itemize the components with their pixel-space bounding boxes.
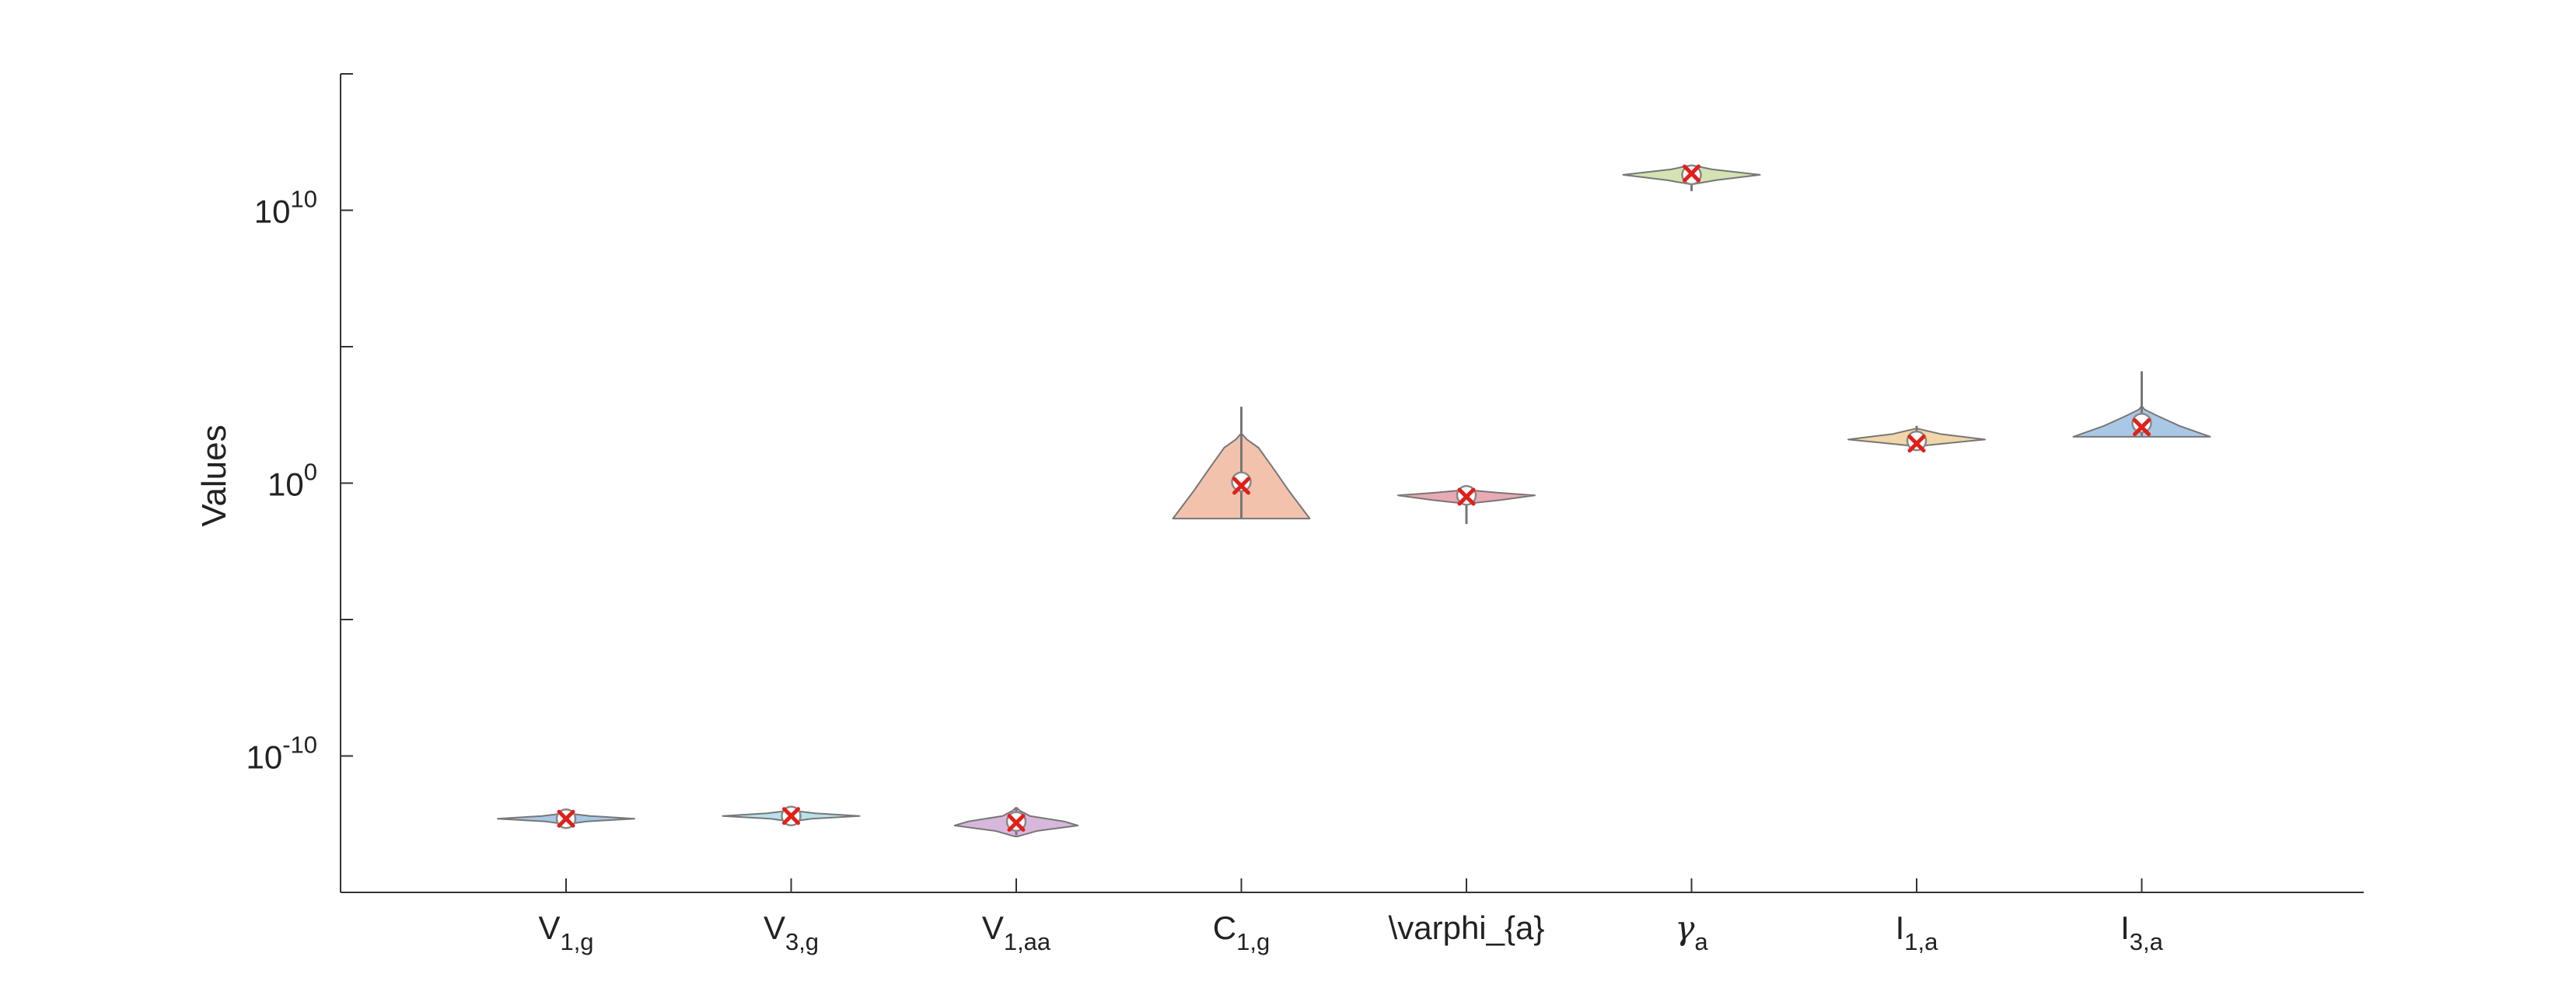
mean-marker [1683,164,1700,183]
mean-marker [1457,487,1476,506]
violin [953,807,1079,838]
violin [2072,371,2211,438]
violin [722,805,861,826]
x-tick-label: V3,g [764,909,819,955]
mean-marker [1232,477,1250,495]
violin [1172,407,1311,520]
mean-marker [557,809,575,828]
y-ticks: 10-10 100 1010 [246,73,353,776]
mean-marker [1907,435,1926,453]
mean-marker [2133,418,2151,437]
x-ticks: V1,g V3,g V1,aa C1,g \varphi_{a} γa I1,a I3,a [538,878,2164,955]
median-marker [1231,471,1252,492]
violin [1397,485,1536,525]
y-tick-label: 10-10 [246,731,317,776]
x-tick-label: γa [1675,909,1708,955]
y-tick-label: 1010 [254,186,317,230]
y-axis-label: Values [195,424,233,526]
mean-marker [1007,813,1026,832]
x-tick-label: C1,g [1213,909,1270,955]
violin [497,808,635,829]
violins [497,164,2211,838]
x-tick-label: \varphi_{a} [1389,909,1545,946]
axes [340,74,2364,893]
x-tick-label: V1,aa [982,909,1051,955]
median-marker [2131,413,2152,434]
x-tick-label: I1,a [1896,909,1939,955]
x-tick-label: I3,a [2120,909,2164,955]
x-tick-label: V1,g [538,909,593,955]
y-tick-label: 100 [267,459,317,503]
mean-marker [782,807,800,826]
violin [1847,425,1986,453]
violin [1622,164,1761,191]
